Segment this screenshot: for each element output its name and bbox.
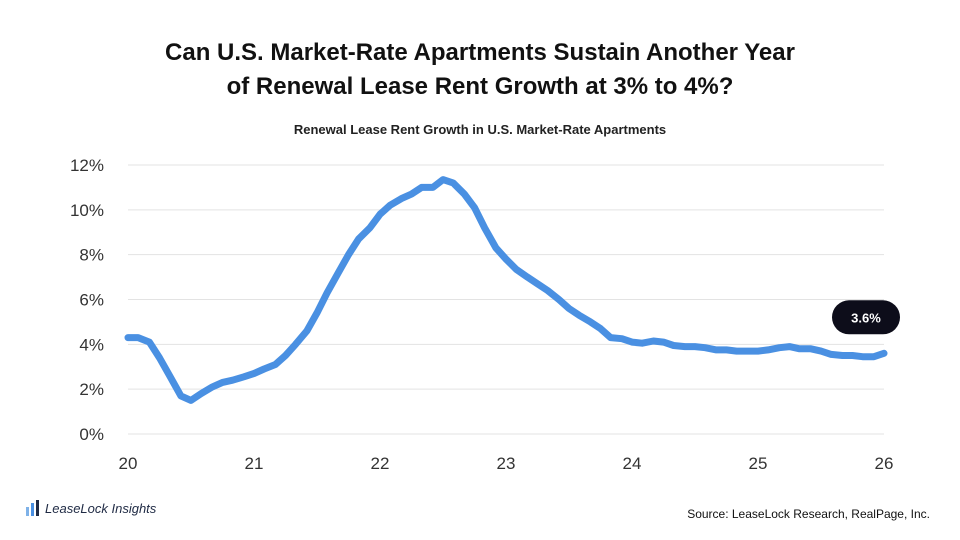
y-tick-label: 10%	[70, 201, 104, 220]
x-tick-label: 21	[245, 454, 264, 473]
y-tick-label: 12%	[70, 156, 104, 175]
y-tick-label: 0%	[79, 425, 104, 444]
y-tick-label: 8%	[79, 246, 104, 265]
x-tick-label: 20	[119, 454, 138, 473]
chart-title-line1: Can U.S. Market-Rate Apartments Sustain …	[165, 39, 795, 66]
chart-title: Can U.S. Market-Rate Apartments Sustain …	[0, 36, 960, 104]
x-tick-label: 23	[497, 454, 516, 473]
x-tick-label: 26	[875, 454, 894, 473]
bars-logo-icon	[26, 500, 39, 516]
chart-title-line2: of Renewal Lease Rent Growth at 3% to 4%…	[226, 73, 734, 100]
value-callout-label: 3.6%	[851, 310, 881, 325]
value-callout	[832, 300, 900, 335]
chart-subtitle: Renewal Lease Rent Growth in U.S. Market…	[293, 122, 667, 137]
y-tick-label: 4%	[79, 335, 104, 354]
series-line	[124, 176, 888, 404]
x-tick-label: 24	[623, 454, 642, 473]
y-tick-label: 6%	[79, 291, 104, 310]
brand-logo: LeaseLock Insights	[26, 500, 156, 516]
source-note: Source: LeaseLock Research, RealPage, In…	[687, 507, 930, 521]
x-tick-label: 22	[371, 454, 390, 473]
x-tick-label: 25	[749, 454, 768, 473]
y-tick-label: 2%	[79, 380, 104, 399]
brand-name: LeaseLock Insights	[45, 500, 157, 516]
